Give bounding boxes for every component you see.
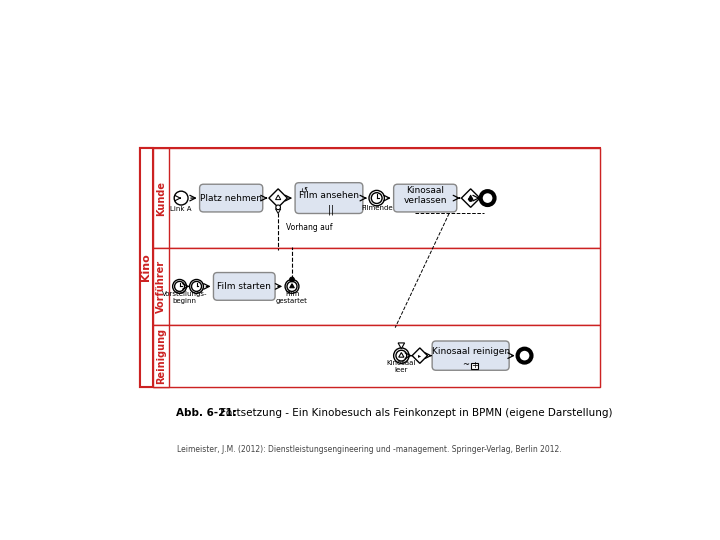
FancyBboxPatch shape — [199, 184, 263, 212]
Text: Fortsetzung - Ein Kinobesuch als Feinkonzept in BPMN (eigene Darstellung): Fortsetzung - Ein Kinobesuch als Feinkon… — [217, 408, 612, 418]
Text: Film
gestartet: Film gestartet — [276, 291, 308, 303]
Bar — [153, 248, 168, 325]
Circle shape — [287, 281, 297, 292]
Bar — [153, 148, 600, 248]
Text: Kinosaal reinigen: Kinosaal reinigen — [431, 347, 510, 356]
Circle shape — [289, 277, 294, 282]
Polygon shape — [399, 353, 404, 357]
Polygon shape — [462, 189, 480, 207]
Text: |: | — [330, 204, 333, 215]
Text: Vorstellungs-
beginn: Vorstellungs- beginn — [161, 291, 207, 303]
Polygon shape — [398, 343, 405, 349]
Circle shape — [396, 350, 407, 361]
Text: +: + — [471, 361, 478, 370]
Text: ~: ~ — [462, 360, 469, 369]
Bar — [153, 148, 168, 248]
Text: Vorhang auf: Vorhang auf — [286, 223, 333, 232]
Bar — [153, 248, 600, 325]
Text: Kinosaal
leer: Kinosaal leer — [387, 360, 416, 373]
FancyBboxPatch shape — [295, 183, 363, 213]
Circle shape — [468, 197, 473, 202]
Text: Leimeister, J.M. (2012): Dienstleistungsengineering und -management. Springer-Ve: Leimeister, J.M. (2012): Dienstleistungs… — [176, 446, 562, 454]
Polygon shape — [289, 284, 294, 288]
FancyBboxPatch shape — [432, 341, 509, 370]
Text: Platz nehmen: Platz nehmen — [200, 193, 262, 202]
Text: ↺: ↺ — [300, 186, 307, 195]
Circle shape — [192, 281, 202, 292]
Polygon shape — [276, 195, 281, 200]
Circle shape — [394, 348, 409, 363]
Text: Reinigung: Reinigung — [156, 328, 166, 384]
FancyBboxPatch shape — [213, 273, 275, 300]
Text: Kinosaal
verlassen: Kinosaal verlassen — [403, 186, 447, 206]
Polygon shape — [276, 209, 281, 213]
Text: Film ansehen: Film ansehen — [299, 191, 359, 200]
Circle shape — [518, 349, 531, 362]
Bar — [140, 148, 600, 387]
Polygon shape — [412, 348, 428, 363]
Bar — [471, 362, 478, 369]
Bar — [140, 148, 153, 387]
Text: Link A: Link A — [171, 206, 192, 212]
Text: Kino: Kino — [141, 253, 151, 281]
Circle shape — [481, 191, 495, 205]
Circle shape — [372, 193, 382, 204]
Circle shape — [174, 281, 184, 292]
Text: |: | — [328, 204, 330, 215]
Circle shape — [173, 280, 186, 293]
FancyBboxPatch shape — [394, 184, 456, 212]
Text: Vorführer: Vorführer — [156, 260, 166, 313]
Circle shape — [189, 280, 204, 293]
Circle shape — [276, 205, 281, 210]
Circle shape — [369, 191, 384, 206]
Text: Kunde: Kunde — [156, 180, 166, 215]
Polygon shape — [468, 195, 473, 200]
Text: Film starten: Film starten — [217, 282, 271, 291]
Polygon shape — [269, 189, 287, 207]
Text: Abb. 6-21:: Abb. 6-21: — [176, 408, 238, 418]
Bar — [153, 325, 168, 387]
Bar — [153, 325, 600, 387]
Text: Filmende: Filmende — [361, 205, 392, 211]
Circle shape — [285, 280, 299, 293]
Text: ▸: ▸ — [418, 353, 421, 358]
Circle shape — [174, 191, 188, 205]
